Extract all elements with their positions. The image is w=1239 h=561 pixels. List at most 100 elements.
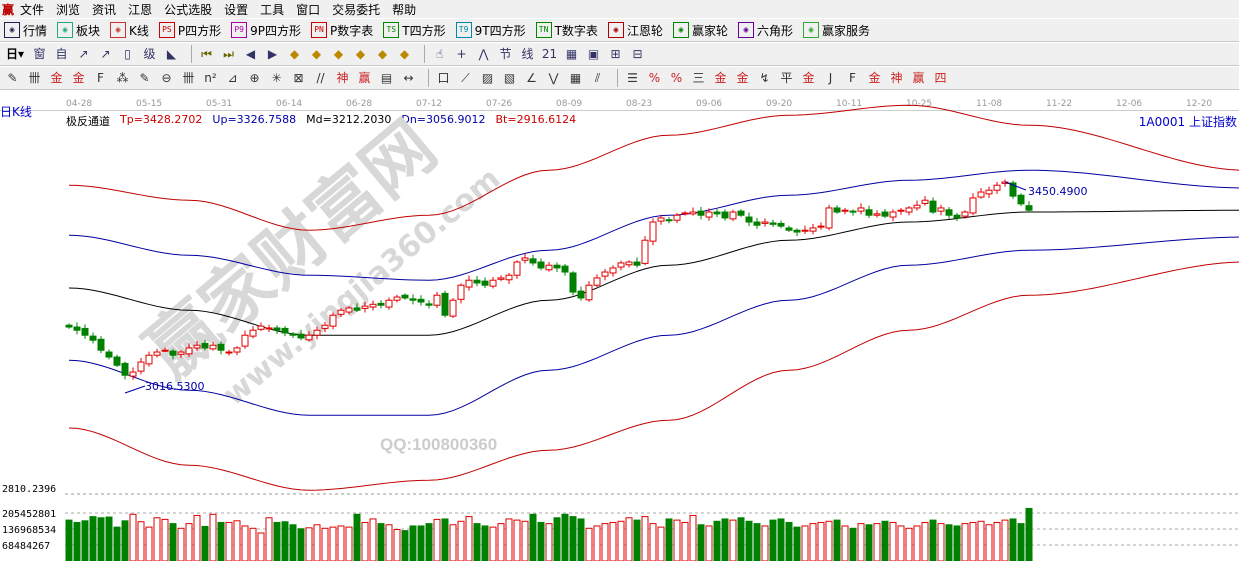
tool-icon[interactable]: ◆: [355, 46, 366, 61]
menu-item[interactable]: 文件: [20, 2, 45, 17]
toolbar-button[interactable]: ◉ 赢家服务: [802, 22, 870, 39]
drawing-tool-icon[interactable]: 神: [336, 70, 349, 85]
toolbar-button[interactable]: ◉ 行情: [4, 22, 47, 39]
tool-icon[interactable]: ⊟: [632, 46, 643, 61]
drawing-tool-icon[interactable]: 四: [934, 70, 947, 85]
tool-icon[interactable]: ⏭: [223, 46, 234, 61]
menu-item[interactable]: 资讯: [92, 2, 117, 17]
tool-icon[interactable]: ◆: [311, 46, 322, 61]
tool-icon[interactable]: ↗: [78, 46, 89, 61]
tool-icon[interactable]: 21: [541, 46, 558, 61]
menu-item[interactable]: 帮助: [392, 2, 417, 17]
toolbar-button[interactable]: ◉ 六角形: [737, 22, 793, 39]
drawing-tool-icon[interactable]: ⟋: [461, 70, 470, 85]
tool-icon[interactable]: ▣: [587, 46, 600, 61]
period-dropdown[interactable]: 日▾: [5, 46, 25, 61]
candle: [105, 349, 113, 360]
drawing-tool-icon[interactable]: ▧: [503, 70, 516, 85]
tool-icon[interactable]: +: [456, 46, 467, 61]
drawing-tool-icon[interactable]: //: [316, 70, 325, 85]
drawing-tool-icon[interactable]: 赢: [912, 70, 925, 85]
drawing-tool-icon[interactable]: 金: [868, 70, 881, 85]
toolbar-button[interactable]: TN T数字表: [535, 22, 598, 39]
tool-icon[interactable]: ▯: [124, 46, 131, 61]
drawing-tool-icon[interactable]: n²: [204, 70, 217, 85]
drawing-tool-icon[interactable]: ▤: [380, 70, 393, 85]
candle: [657, 214, 665, 225]
drawing-tool-icon[interactable]: 卌: [28, 70, 41, 85]
tool-icon[interactable]: ☝: [435, 46, 444, 61]
drawing-tool-icon[interactable]: %: [648, 70, 661, 85]
drawing-tool-icon[interactable]: 金: [736, 70, 749, 85]
drawing-tool-icon[interactable]: %: [670, 70, 683, 85]
candle-body: [169, 350, 177, 356]
drawing-tool-icon[interactable]: J: [828, 70, 833, 85]
menu-item[interactable]: 设置: [224, 2, 249, 17]
toolbar-button[interactable]: ◉ K线: [110, 22, 149, 39]
tool-icon[interactable]: ↗: [100, 46, 111, 61]
toolbar-button[interactable]: TS T四方形: [383, 22, 446, 39]
drawing-tool-icon[interactable]: ⊖: [161, 70, 172, 85]
drawing-tool-icon[interactable]: 金: [50, 70, 63, 85]
tool-icon[interactable]: ◀: [245, 46, 256, 61]
tool-icon[interactable]: ◆: [333, 46, 344, 61]
drawing-tool-icon[interactable]: 平: [780, 70, 793, 85]
drawing-tool-icon[interactable]: 口: [437, 70, 450, 85]
drawing-tool-icon[interactable]: ⊿: [227, 70, 238, 85]
tool-icon[interactable]: ⋀: [478, 46, 489, 61]
drawing-tool-icon[interactable]: ∠: [526, 70, 537, 85]
menu-item[interactable]: 工具: [260, 2, 285, 17]
drawing-tool-icon[interactable]: 金: [72, 70, 85, 85]
toolbar-button[interactable]: PN P数字表: [311, 22, 373, 39]
drawing-tool-icon[interactable]: F: [97, 70, 104, 85]
tool-icon[interactable]: 窗: [33, 46, 46, 61]
drawing-tool-icon[interactable]: ↯: [759, 70, 770, 85]
drawing-tool-icon[interactable]: 金: [714, 70, 727, 85]
drawing-tool-icon[interactable]: 神: [890, 70, 903, 85]
tool-icon[interactable]: ◆: [377, 46, 388, 61]
drawing-tool-icon[interactable]: ✎: [7, 70, 18, 85]
drawing-tool-icon[interactable]: ⫽: [594, 70, 601, 85]
period-label[interactable]: 日K线: [0, 105, 32, 119]
menu-item[interactable]: 公式选股: [164, 2, 213, 17]
menu-item[interactable]: 江恩: [128, 2, 153, 17]
drawing-tool-icon[interactable]: ▦: [569, 70, 582, 85]
tool-icon[interactable]: ▦: [565, 46, 578, 61]
tool-icon[interactable]: ⊞: [610, 46, 621, 61]
drawing-tool-icon[interactable]: 赢: [358, 70, 371, 85]
drawing-tool-icon[interactable]: ⁂: [116, 70, 129, 85]
toolbar-button[interactable]: ◉ 板块: [57, 22, 100, 39]
drawing-tool-icon[interactable]: ✳: [271, 70, 282, 85]
drawing-tool-icon[interactable]: 金: [802, 70, 815, 85]
tool-icon[interactable]: ◆: [399, 46, 410, 61]
candle: [609, 265, 617, 277]
drawing-tool-icon[interactable]: ⊠: [293, 70, 304, 85]
tool-icon[interactable]: 线: [521, 46, 534, 61]
drawing-tool-icon[interactable]: F: [849, 70, 856, 85]
badge-ts-icon: TS: [383, 22, 400, 38]
tool-icon[interactable]: 自: [55, 46, 68, 61]
toolbar-button[interactable]: ◉ 赢家轮: [672, 22, 728, 39]
menu-item[interactable]: 窗口: [296, 2, 321, 17]
drawing-tool-icon[interactable]: ⋁: [548, 70, 559, 85]
tool-icon[interactable]: ◣: [166, 46, 177, 61]
toolbar-button[interactable]: PS P四方形: [158, 22, 221, 39]
drawing-tool-icon[interactable]: 三: [692, 70, 705, 85]
tool-icon[interactable]: ◆: [289, 46, 300, 61]
menu-item[interactable]: 交易委托: [332, 2, 381, 17]
drawing-tool-icon[interactable]: ☰: [627, 70, 638, 85]
drawing-tool-icon[interactable]: ✎: [139, 70, 150, 85]
tool-icon[interactable]: ▶: [267, 46, 278, 61]
toolbar-button[interactable]: ◉ 江恩轮: [607, 22, 663, 39]
toolbar-button[interactable]: T9 9T四方形: [455, 22, 526, 39]
drawing-tool-icon[interactable]: ▨: [481, 70, 494, 85]
drawing-tool-icon[interactable]: 卌: [182, 70, 195, 85]
menu-item[interactable]: 浏览: [56, 2, 81, 17]
tool-icon[interactable]: 节: [499, 46, 512, 61]
toolbar-button[interactable]: P9 9P四方形: [231, 22, 301, 39]
tool-icon[interactable]: ⏮: [201, 46, 212, 61]
tool-icon[interactable]: 级: [143, 46, 156, 61]
drawing-tool-icon[interactable]: ⊕: [249, 70, 260, 85]
drawing-tool-icon[interactable]: ↔: [403, 70, 414, 85]
